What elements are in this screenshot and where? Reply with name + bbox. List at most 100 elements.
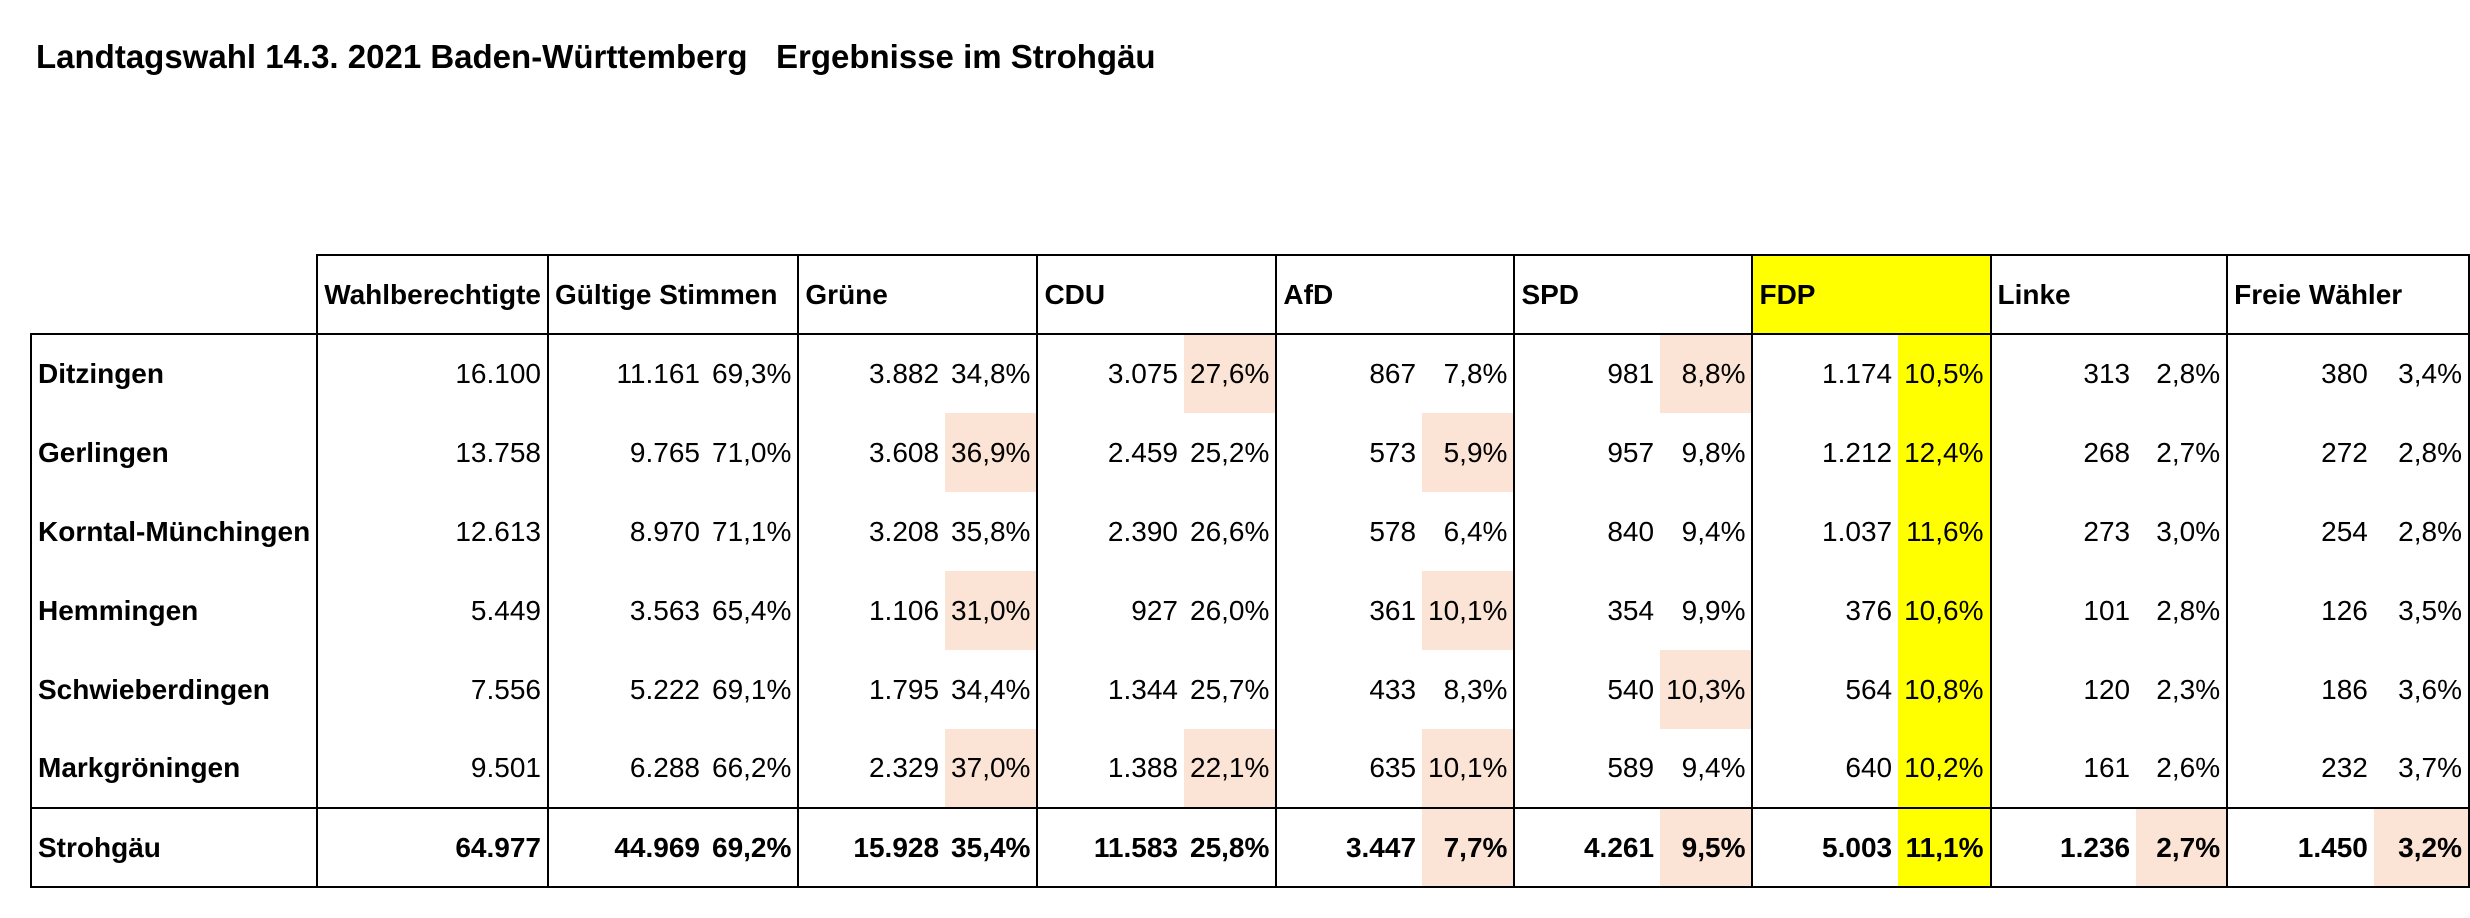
table-row: Markgröningen 9.501 6.288 66,2% 2.329 37,0% 1.… xyxy=(29,729,2470,808)
cell-afd: 3.447 xyxy=(1275,807,1423,888)
cell-linke_pct: 2,3% xyxy=(2136,650,2229,729)
cell-fdp_pct: 10,2% xyxy=(1898,729,1992,808)
row-label: Strohgäu xyxy=(29,807,319,888)
cell-gruene: 3.208 xyxy=(797,492,946,571)
cell-gruene_pct: 34,4% xyxy=(945,650,1039,729)
cell-fdp: 1.037 xyxy=(1751,492,1899,571)
cell-cdu: 1.344 xyxy=(1036,650,1184,729)
col-header-cdu: CDU xyxy=(1036,254,1278,335)
cell-afd_pct: 6,4% xyxy=(1422,492,1516,571)
cell-afd: 433 xyxy=(1275,650,1423,729)
cell-cdu: 927 xyxy=(1036,571,1184,650)
cell-fdp: 564 xyxy=(1751,650,1899,729)
cell-fw_pct: 3,6% xyxy=(2373,650,2470,729)
row-label: Korntal-Münchingen xyxy=(29,492,319,571)
table-header-row: Wahlberechtigte Gültige Stimmen Grüne CD… xyxy=(31,254,2470,335)
cell-afd_pct: 10,1% xyxy=(1422,571,1516,650)
cell-fw: 272 xyxy=(2226,413,2374,492)
cell-gueltig: 3.563 xyxy=(546,571,706,650)
cell-spd: 540 xyxy=(1513,650,1661,729)
cell-gueltig_pct: 69,2% xyxy=(706,807,800,888)
cell-spd_pct: 8,8% xyxy=(1660,334,1754,413)
cell-linke: 120 xyxy=(1989,650,2137,729)
cell-fdp_pct: 12,4% xyxy=(1898,413,1992,492)
cell-spd: 840 xyxy=(1513,492,1661,571)
cell-fw_pct: 3,7% xyxy=(2373,729,2470,808)
cell-afd_pct: 5,9% xyxy=(1422,413,1516,492)
results-table: Wahlberechtigte Gültige Stimmen Grüne CD… xyxy=(29,254,2470,888)
cell-gruene_pct: 36,9% xyxy=(945,413,1039,492)
cell-gruene_pct: 34,8% xyxy=(945,334,1039,413)
cell-fdp: 1.174 xyxy=(1751,334,1899,413)
col-header-fdp: FDP xyxy=(1751,254,1992,335)
cell-afd: 578 xyxy=(1275,492,1423,571)
cell-spd_pct: 9,4% xyxy=(1660,729,1754,808)
cell-fw_pct: 2,8% xyxy=(2373,413,2470,492)
cell-fdp: 376 xyxy=(1751,571,1899,650)
cell-gruene_pct: 35,8% xyxy=(945,492,1039,571)
cell-linke: 273 xyxy=(1989,492,2137,571)
cell-fw: 380 xyxy=(2226,334,2374,413)
page-subtitle: Ergebnisse im Strohgäu xyxy=(776,38,1156,75)
cell-fdp_pct: 10,8% xyxy=(1898,650,1992,729)
cell-gruene_pct: 31,0% xyxy=(945,571,1039,650)
cell-wahlberechtigte: 7.556 xyxy=(317,650,549,729)
cell-gueltig_pct: 66,2% xyxy=(706,729,800,808)
cell-linke: 101 xyxy=(1989,571,2137,650)
cell-gruene: 3.608 xyxy=(797,413,946,492)
cell-cdu: 11.583 xyxy=(1036,807,1184,888)
cell-fw: 126 xyxy=(2226,571,2374,650)
cell-spd_pct: 9,4% xyxy=(1660,492,1754,571)
cell-gueltig: 11.161 xyxy=(546,334,706,413)
cell-linke: 161 xyxy=(1989,729,2137,808)
cell-linke: 313 xyxy=(1989,334,2137,413)
cell-fw: 186 xyxy=(2226,650,2374,729)
cell-gruene: 2.329 xyxy=(797,729,946,808)
cell-wahlberechtigte: 12.613 xyxy=(317,492,549,571)
cell-gueltig_pct: 69,1% xyxy=(706,650,800,729)
cell-fw_pct: 2,8% xyxy=(2373,492,2470,571)
cell-afd: 361 xyxy=(1275,571,1423,650)
cell-fw_pct: 3,4% xyxy=(2373,334,2470,413)
cell-fdp: 5.003 xyxy=(1751,807,1899,888)
cell-wahlberechtigte: 9.501 xyxy=(317,729,549,808)
cell-cdu_pct: 25,7% xyxy=(1184,650,1278,729)
cell-fw: 254 xyxy=(2226,492,2374,571)
cell-cdu: 1.388 xyxy=(1036,729,1184,808)
cell-spd_pct: 9,8% xyxy=(1660,413,1754,492)
cell-spd_pct: 9,9% xyxy=(1660,571,1754,650)
col-header-linke: Linke xyxy=(1989,254,2229,335)
col-header-gueltige-stimmen: Gültige Stimmen xyxy=(546,254,800,335)
row-label: Hemmingen xyxy=(29,571,319,650)
row-label: Ditzingen xyxy=(29,334,319,413)
cell-fdp_pct: 11,6% xyxy=(1898,492,1992,571)
cell-gruene: 1.106 xyxy=(797,571,946,650)
cell-wahlberechtigte: 64.977 xyxy=(317,807,549,888)
cell-wahlberechtigte: 16.100 xyxy=(317,334,549,413)
cell-linke_pct: 3,0% xyxy=(2136,492,2229,571)
cell-wahlberechtigte: 5.449 xyxy=(317,571,549,650)
cell-linke_pct: 2,7% xyxy=(2136,413,2229,492)
cell-fdp: 1.212 xyxy=(1751,413,1899,492)
cell-gueltig_pct: 71,1% xyxy=(706,492,800,571)
cell-gueltig_pct: 71,0% xyxy=(706,413,800,492)
cell-gueltig: 8.970 xyxy=(546,492,706,571)
cell-afd_pct: 7,8% xyxy=(1422,334,1516,413)
cell-fw_pct: 3,5% xyxy=(2373,571,2470,650)
cell-afd_pct: 10,1% xyxy=(1422,729,1516,808)
row-label: Markgröningen xyxy=(29,729,319,808)
col-header-gruene: Grüne xyxy=(797,254,1039,335)
page-title-bar: Landtagswahl 14.3. 2021 Baden-Württember… xyxy=(36,38,1156,76)
cell-fw_pct: 3,2% xyxy=(2373,807,2470,888)
cell-spd: 354 xyxy=(1513,571,1661,650)
row-label: Gerlingen xyxy=(29,413,319,492)
cell-afd: 867 xyxy=(1275,334,1423,413)
cell-gruene_pct: 35,4% xyxy=(945,807,1039,888)
page-title: Landtagswahl 14.3. 2021 Baden-Württember… xyxy=(36,38,748,75)
cell-fdp_pct: 10,6% xyxy=(1898,571,1992,650)
cell-gueltig: 44.969 xyxy=(546,807,706,888)
cell-gueltig_pct: 65,4% xyxy=(706,571,800,650)
table-row: Gerlingen 13.758 9.765 71,0% 3.608 36,9% 2.459… xyxy=(29,413,2470,492)
cell-linke: 268 xyxy=(1989,413,2137,492)
col-header-wahlberechtigte: Wahlberechtigte xyxy=(316,254,549,335)
